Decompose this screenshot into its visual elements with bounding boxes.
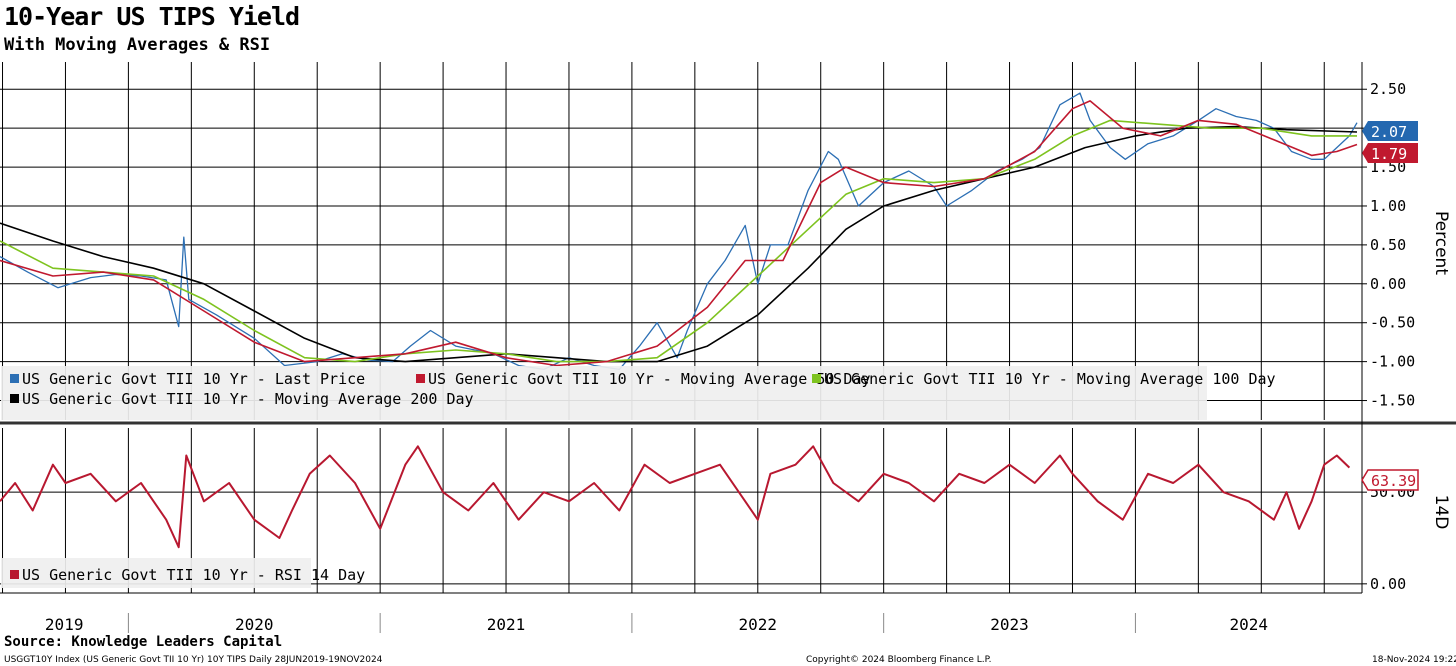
y-tick-label: -1.50 [1370, 392, 1415, 410]
series-line [0, 125, 1358, 363]
legend-label: US Generic Govt TII 10 Yr - Moving Avera… [428, 370, 871, 388]
legend-label: US Generic Govt TII 10 Yr - RSI 14 Day [22, 566, 365, 584]
value-badge-label: 2.07 [1371, 123, 1407, 141]
legend-label: US Generic Govt TII 10 Yr - Moving Avera… [824, 370, 1276, 388]
x-tick-label: 2020 [235, 615, 274, 634]
value-badges: 2.07 1.79 63.39 [1361, 121, 1419, 491]
x-tick-label: 2021 [487, 615, 526, 634]
value-badge-label: 1.79 [1371, 145, 1407, 163]
chart-title: 10-Year US TIPS Yield [4, 2, 300, 31]
legend-swatch [10, 394, 19, 403]
y-tick-label: 0.00 [1370, 275, 1406, 293]
series-line [0, 100, 1358, 367]
top-panel-series [0, 92, 1358, 371]
axes: 2.502.001.501.000.500.00-0.50-1.00-1.505… [0, 62, 1456, 634]
rsi-axis-title: 14D [1431, 495, 1451, 530]
legend-label: US Generic Govt TII 10 Yr - Last Price [22, 370, 365, 388]
series-line [0, 119, 1357, 363]
ticker-info: USGGT10Y Index (US Generic Govt TII 10 Y… [4, 655, 383, 665]
legend-box [1, 366, 1207, 420]
timestamp: 18-Nov-2024 19:22:40 [1372, 655, 1456, 665]
series-line [0, 92, 1358, 371]
source-note: Source: Knowledge Leaders Capital [4, 634, 283, 650]
legend-swatch [416, 374, 425, 383]
y-tick-label: 1.00 [1370, 197, 1406, 215]
y-axis-title: Percent [1431, 211, 1451, 275]
x-tick-label: 2022 [739, 615, 778, 634]
x-tick-label: 2019 [45, 615, 84, 634]
copyright-note: Copyright© 2024 Bloomberg Finance L.P. [806, 655, 992, 665]
bottom-legend: US Generic Govt TII 10 Yr - RSI 14 Day [1, 558, 365, 588]
bottom-panel-series [0, 445, 1351, 549]
legend-swatch [10, 374, 19, 383]
y-tick-label: -0.50 [1370, 314, 1415, 332]
x-tick-label: 2023 [990, 615, 1029, 634]
value-badge [1362, 121, 1418, 141]
top-legend: US Generic Govt TII 10 Yr - Last Price US… [1, 366, 1276, 420]
value-badge [1362, 143, 1418, 163]
legend-label: US Generic Govt TII 10 Yr - Moving Avera… [22, 390, 474, 408]
chart-subtitle: With Moving Averages & RSI [4, 35, 271, 55]
x-tick-label: 2024 [1229, 615, 1268, 634]
rsi-value-badge-label: 63.39 [1371, 472, 1416, 490]
y-tick-label: 2.50 [1370, 80, 1406, 98]
y-tick-label: -1.00 [1370, 353, 1415, 371]
rsi-value-badge [1361, 469, 1419, 491]
y-tick-label: 0.50 [1370, 236, 1406, 254]
rsi-tick-label: 0.00 [1370, 575, 1406, 593]
legend-swatch [10, 570, 19, 579]
legend-box [1, 558, 311, 588]
series-line [0, 445, 1351, 549]
legend-swatch [812, 374, 821, 383]
